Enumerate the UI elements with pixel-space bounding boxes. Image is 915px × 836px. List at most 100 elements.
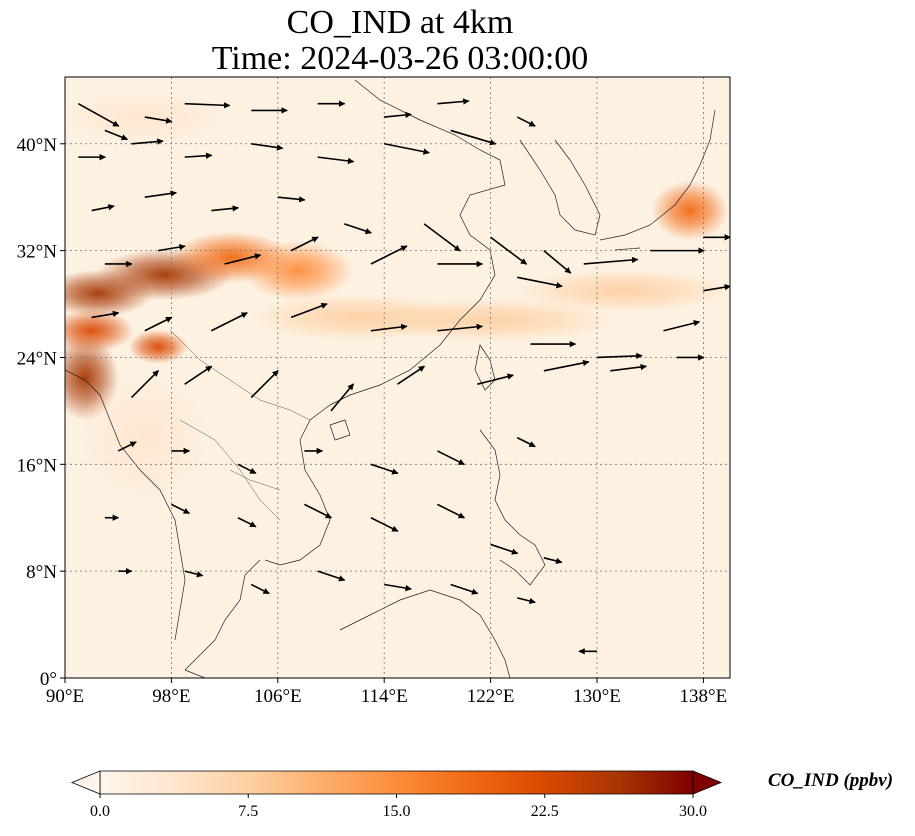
lat-tick-label: 0° [40, 669, 57, 690]
co-plume [128, 329, 188, 364]
wind-arrow [703, 283, 730, 292]
lon-tick-label: 130°E [573, 686, 621, 707]
coastline-borneo [339, 589, 511, 678]
colorbar-tick-label: 0.0 [90, 803, 110, 820]
lat-tick-label: 24°N [17, 348, 58, 369]
lon-tick-label: 114°E [361, 686, 408, 707]
longitude-ticks: 90°E 98°E 106°E 114°E 122°E 130°E 138°E [46, 678, 727, 707]
lat-tick-label: 32°N [17, 242, 58, 263]
map-title: CO_IND at 4km [286, 4, 514, 41]
wind-arrow [583, 256, 639, 265]
border-lines [169, 329, 311, 521]
wind-arrow [117, 441, 137, 452]
map-background [65, 77, 730, 678]
wind-arrow [237, 517, 257, 528]
lat-tick-label: 16°N [17, 455, 58, 476]
latitude-ticks: 0° 8°N 16°N 24°N 32°N 40°N [17, 135, 65, 690]
colorbar-tick-label: 22.5 [531, 803, 559, 820]
wind-arrow [384, 142, 430, 155]
wind-arrow [370, 245, 408, 265]
coastline-sumatra [184, 669, 206, 678]
wind-arrow [596, 352, 643, 360]
wind-arrow [131, 138, 164, 145]
wind-arrow [610, 363, 647, 372]
wind-arrow [370, 517, 399, 532]
co-plume [242, 240, 354, 301]
wind-arrow [384, 111, 412, 119]
wind-arrow [210, 312, 248, 332]
lon-tick-label: 122°E [467, 686, 515, 707]
wind-arrow [250, 369, 279, 399]
wind-arrow [184, 570, 204, 578]
coastline-china [329, 79, 506, 406]
wind-arrow [290, 302, 328, 319]
colorbar-ticks: 0.0 7.5 15.0 22.5 30.0 [90, 794, 707, 820]
wind-arrow [304, 503, 332, 519]
wind-arrow [211, 205, 239, 212]
colorbar-tick-label: 7.5 [238, 803, 258, 820]
wind-arrow [237, 463, 257, 475]
wind-arrow [330, 383, 355, 412]
wind-arrow [251, 142, 284, 151]
wind-arrow [370, 463, 399, 475]
coastline-korea [519, 139, 601, 236]
wind-arrow [91, 204, 115, 212]
colorbar-extend-max [692, 770, 723, 795]
wind-arrow [77, 103, 120, 127]
coastline-taiwan [474, 344, 496, 391]
coastline-philippines [479, 429, 546, 586]
co-plume [651, 180, 729, 241]
wind-arrow [437, 98, 470, 105]
colorbar-extend-min [70, 770, 101, 795]
co-plume [362, 298, 619, 342]
wind-arrow [490, 543, 519, 555]
wind-arrow [384, 583, 412, 592]
lon-tick-label: 106°E [254, 686, 302, 707]
wind-arrow [317, 156, 355, 165]
map-subtitle-time: Time: 2024-03-26 03:00:00 [211, 40, 589, 77]
wind-arrow [543, 557, 563, 565]
wind-arrow [517, 276, 563, 289]
wind-arrow [437, 450, 465, 466]
wind-arrow [370, 323, 408, 332]
wind-arrow [317, 570, 346, 582]
wind-arrow [144, 116, 173, 124]
wind-arrow [450, 583, 479, 595]
wind-arrow [423, 223, 461, 252]
wind-arrow [490, 236, 528, 265]
wind-arrow [91, 310, 120, 319]
wind-arrow [543, 359, 590, 372]
wind-arrow [277, 196, 306, 203]
co-plume [80, 373, 209, 502]
wind-arrow [437, 503, 465, 519]
wind-arrow [437, 323, 484, 332]
colorbar-label: CO_IND (ppbv) [768, 770, 894, 791]
colorbar-tick-label: 30.0 [679, 803, 707, 820]
lon-tick-label: 90°E [46, 686, 84, 707]
lon-tick-label: 138°E [680, 686, 728, 707]
colorbar-body [99, 770, 694, 795]
wind-arrow [517, 597, 536, 605]
co-plume [517, 269, 730, 313]
wind-arrow [171, 503, 190, 515]
wind-arrow [450, 129, 497, 146]
wind-arrow [104, 129, 128, 141]
coastline-burma [65, 369, 186, 641]
coastline-hainan [329, 419, 351, 441]
wind-arrow [157, 243, 186, 252]
wind-arrow [663, 320, 701, 332]
wind-arrow [290, 236, 319, 252]
coastline-japan [599, 109, 716, 251]
wind-arrow [184, 365, 213, 385]
wind-arrow [250, 583, 270, 595]
wind-arrow [184, 102, 231, 109]
wind-arrow [516, 436, 536, 448]
lat-tick-label: 40°N [17, 135, 58, 156]
map-panel: 90°E 98°E 106°E 114°E 122°E 130°E 138°E 0° 8°N 1… [17, 76, 731, 707]
wind-arrow [344, 223, 372, 235]
wind-arrow [224, 253, 262, 265]
map-frame [64, 76, 731, 679]
wind-vectors [77, 98, 730, 655]
wind-arrow [130, 369, 160, 399]
